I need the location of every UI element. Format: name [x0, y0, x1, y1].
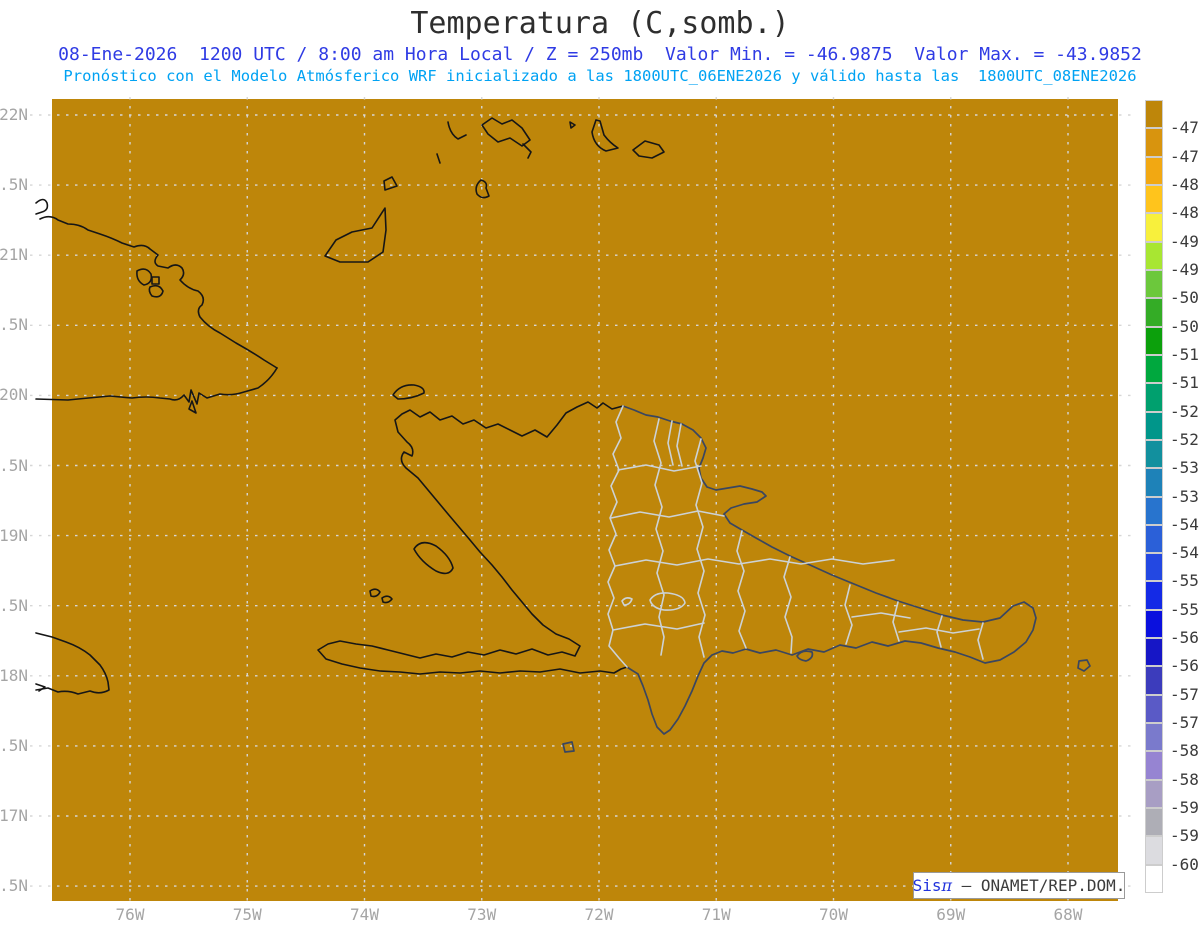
colorbar-segment — [1145, 836, 1163, 865]
lon-tick-label: 73W — [467, 905, 497, 924]
colorbar-segment — [1145, 525, 1163, 553]
colorbar-tick-label: -55 — [1170, 571, 1199, 591]
onamet-org-text: – ONAMET/REP.DOM. — [952, 876, 1126, 895]
colorbar-tick-label: -47 — [1170, 118, 1199, 138]
jamaica-coastline — [35, 632, 110, 695]
dr-province-borders — [607, 405, 984, 668]
colorbar-tick-label: -50 — [1170, 288, 1199, 308]
colorbar-tick-label: -48 — [1170, 174, 1199, 194]
colorbar-tick-label: -57.5 — [1170, 713, 1200, 733]
colorbar-segment — [1145, 468, 1163, 497]
temperature-colorbar — [1145, 100, 1163, 893]
colorbar-segment — [1145, 723, 1163, 751]
lat-tick-label: 17.5N — [0, 735, 28, 755]
colorbar-segment — [1145, 553, 1163, 581]
lat-tick-label: 18.5N — [0, 595, 28, 615]
colorbar-segment — [1145, 610, 1163, 638]
colorbar-segment — [1145, 100, 1163, 128]
colorbar-segment — [1145, 327, 1163, 355]
lat-tick-label: 21N — [0, 245, 28, 265]
cuba-coastline — [35, 198, 278, 414]
colorbar-segment — [1145, 355, 1163, 383]
colorbar-segment — [1145, 185, 1163, 213]
colorbar-tick-label: -51 — [1170, 344, 1199, 364]
colorbar-tick-label: -53.5 — [1170, 486, 1200, 506]
lon-tick-label: 75W — [232, 905, 262, 924]
colorbar-tick-label: -59.5 — [1170, 826, 1200, 846]
lat-tick-label: 20.5N — [0, 315, 28, 335]
colorbar-tick-label: -56.5 — [1170, 656, 1200, 676]
lon-tick-label: 68W — [1053, 905, 1083, 924]
valid-time-line: 08-Ene-2026 1200 UTC / 8:00 am Hora Loca… — [58, 44, 1142, 65]
lon-tick-label: 76W — [115, 905, 145, 924]
colorbar-tick-label: -55.5 — [1170, 599, 1200, 619]
temperature-shading-field — [52, 99, 1118, 901]
colorbar-tick-label: -49 — [1170, 231, 1199, 251]
lat-tick-label: 20N — [0, 385, 28, 405]
colorbar-segment — [1145, 383, 1163, 412]
sispi-pi-symbol: π — [941, 876, 953, 895]
lat-tick-label: 22N — [0, 105, 28, 124]
colorbar-segment — [1145, 412, 1163, 440]
colorbar-segment — [1145, 440, 1163, 468]
lon-tick-label: 74W — [350, 905, 379, 924]
colorbar-tick-label: -58 — [1170, 741, 1199, 761]
colorbar-segment — [1145, 157, 1163, 185]
lat-tick-label: 21.5N — [0, 175, 28, 195]
colorbar-tick-label: -51.5 — [1170, 373, 1200, 393]
colorbar-tick-label: -48.5 — [1170, 203, 1200, 223]
colorbar-segment — [1145, 270, 1163, 298]
colorbar-tick-label: -57 — [1170, 684, 1199, 704]
colorbar-tick-label: -59 — [1170, 798, 1199, 818]
colorbar-segment — [1145, 213, 1163, 242]
lat-tick-label: 17N — [0, 806, 28, 825]
colorbar-segment — [1145, 242, 1163, 270]
lat-tick-label: 19N — [0, 525, 28, 545]
grid-lines — [30, 97, 1131, 906]
colorbar-tick-label: -52 — [1170, 401, 1199, 421]
colorbar-segment — [1145, 808, 1163, 836]
haiti-coastline — [317, 384, 628, 675]
colorbar-segment — [1145, 638, 1163, 666]
colorbar-segment — [1145, 695, 1163, 723]
colorbar-tick-label: -60 — [1170, 854, 1199, 874]
forecast-model-line: Pronóstico con el Modelo Atmósferico WRF… — [63, 67, 1137, 85]
colorbar-segment — [1145, 497, 1163, 525]
colorbar-tick-label: -54 — [1170, 514, 1199, 534]
lat-tick-label: 16.5N — [0, 876, 28, 896]
lon-tick-label: 69W — [936, 905, 966, 924]
colorbar-segment — [1145, 780, 1163, 808]
bahamas-islands-coastline — [324, 117, 665, 263]
colorbar-segment — [1145, 865, 1163, 893]
colorbar-tick-label: -56 — [1170, 628, 1199, 648]
colorbar-segment — [1145, 751, 1163, 780]
colorbar-tick-label: -53 — [1170, 458, 1199, 478]
dominican-republic-coastline — [562, 405, 1091, 753]
lon-tick-label: 70W — [819, 905, 848, 924]
colorbar-segment — [1145, 666, 1163, 695]
sispi-brand-text: Sis — [912, 876, 942, 895]
lat-tick-label: 18N — [0, 665, 28, 685]
colorbar-segment — [1145, 298, 1163, 327]
lat-tick-label: 19.5N — [0, 455, 28, 475]
colorbar-segment — [1145, 128, 1163, 157]
page-title: Temperatura (C,somb.) — [410, 6, 790, 41]
colorbar-tick-label: -58.5 — [1170, 769, 1200, 789]
colorbar-tick-label: -50.5 — [1170, 316, 1200, 336]
colorbar-tick-label: -49.5 — [1170, 259, 1200, 279]
colorbar-tick-label: -52.5 — [1170, 429, 1200, 449]
colorbar-segment — [1145, 581, 1163, 610]
colorbar-tick-label: -54.5 — [1170, 543, 1200, 563]
lon-tick-label: 72W — [584, 905, 614, 924]
lon-tick-label: 71W — [701, 905, 731, 924]
colorbar-tick-label: -47.5 — [1170, 146, 1200, 166]
sispi-onamet-watermark: Sis π – ONAMET/REP.DOM. — [913, 872, 1125, 899]
